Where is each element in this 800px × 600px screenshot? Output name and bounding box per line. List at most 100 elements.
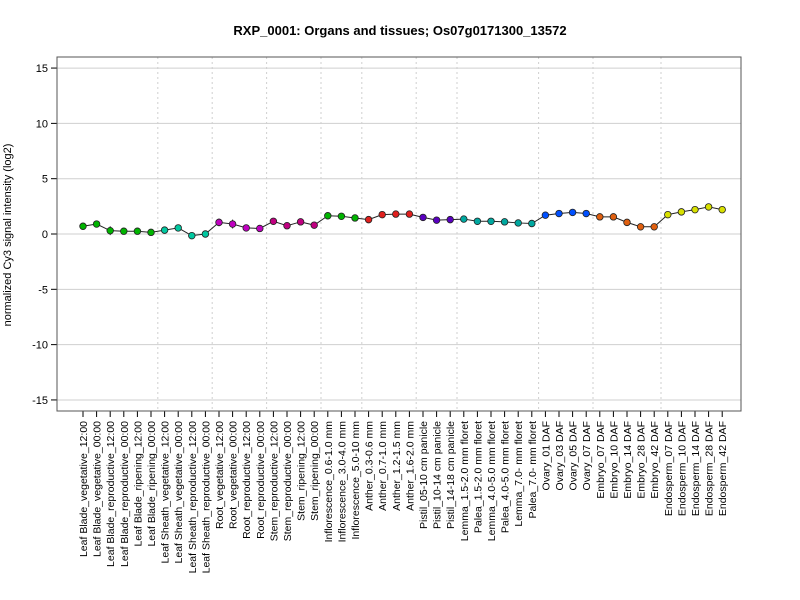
x-tick-label: Leaf Blade_ripening_12:00: [132, 421, 144, 547]
data-point: [541, 211, 550, 219]
data-point: [487, 217, 495, 225]
x-tick-label: Leaf Sheath_reproductive_12:00: [187, 421, 199, 574]
x-tick-label: Root_vegetative_12:00: [214, 421, 226, 529]
data-point: [201, 230, 210, 238]
x-tick-label: Palea_4.0-5.0 mm floret: [500, 421, 512, 533]
x-tick-label: Root_vegetative_00:00: [228, 421, 240, 529]
x-tick-label: Embryo_14 DAF: [622, 421, 634, 499]
y-tick-label: 0: [42, 229, 48, 241]
x-tick-label: Root_reproductive_12:00: [241, 421, 253, 539]
x-tick-label: Ovary_07 DAF: [581, 421, 593, 490]
x-tick-label: Stem_reproductive_00:00: [282, 421, 294, 541]
data-point: [160, 226, 169, 234]
x-tick-label: Pistil_05-10 cm panicle: [418, 421, 430, 529]
x-tick-label: Inflorescence_0.6-1.0 mm: [323, 421, 335, 543]
x-tick-label: Endosperm_07 DAF: [663, 421, 675, 516]
data-point: [568, 208, 577, 217]
data-point: [378, 210, 386, 219]
data-point: [650, 223, 658, 231]
x-tick-label: Embryo_28 DAF: [636, 421, 648, 499]
data-point: [623, 218, 631, 227]
data-point: [405, 210, 414, 218]
data-point: [392, 210, 400, 218]
x-tick-label: Leaf Blade_reproductive_12:00: [105, 421, 117, 567]
data-point: [609, 213, 618, 221]
x-tick-label: Ovary_01 DAF: [540, 421, 552, 490]
data-point: [310, 221, 318, 229]
y-tick-label: -15: [32, 395, 48, 407]
data-point: [419, 213, 427, 222]
x-tick-label: Endosperm_28 DAF: [704, 421, 716, 516]
data-point: [174, 224, 182, 232]
x-tick-label: Stem_ripening_00:00: [309, 421, 321, 521]
x-tick-label: Palea_1.5-2.0 mm floret: [472, 421, 484, 533]
data-point: [147, 228, 155, 237]
data-point: [351, 214, 359, 222]
y-tick-label: 10: [36, 118, 48, 130]
data-point: [473, 217, 482, 225]
x-tick-label: Leaf Blade_ripening_00:00: [146, 421, 158, 547]
data-point: [133, 227, 142, 235]
data-point: [215, 218, 223, 227]
data-point: [92, 220, 101, 228]
x-tick-label: Embryo_42 DAF: [649, 421, 661, 499]
y-tick-label: 15: [36, 63, 48, 75]
x-tick-label: Inflorescence_5.0-10 mm: [350, 421, 362, 540]
data-point: [296, 218, 305, 226]
x-tick-label: Leaf Sheath_vegetative_12:00: [160, 421, 172, 564]
data-point: [528, 219, 536, 228]
x-tick-label: Leaf Blade_reproductive_00:00: [119, 421, 131, 567]
x-tick-label: Lemma_1.5-2.0 mm floret: [459, 421, 471, 541]
data-point: [718, 205, 726, 214]
grid-layer: [57, 57, 741, 411]
x-tick-label: Stem_reproductive_12:00: [268, 421, 280, 541]
y-axis-label: normalized Cy3 signal intensity (log2): [2, 144, 14, 327]
x-tick-label: Lemma_4.0-5.0 mm floret: [486, 421, 498, 541]
chart-title: RXP_0001: Organs and tissues; Os07g01713…: [233, 23, 566, 38]
x-tick-label: Anther_0.7-1.0 mm: [377, 421, 389, 511]
x-tick-label: Ovary_03 DAF: [554, 421, 566, 490]
data-point: [460, 215, 468, 223]
data-point: [636, 223, 645, 231]
data-point: [228, 220, 237, 228]
x-tick-label: Leaf Sheath_vegetative_00:00: [173, 421, 185, 564]
data-point: [256, 224, 264, 233]
x-tick-label: Leaf Sheath_reproductive_00:00: [200, 421, 212, 574]
plot-frame: [56, 56, 742, 412]
x-tick-label: Endosperm_10 DAF: [676, 421, 688, 516]
data-point: [677, 208, 686, 216]
x-tick-label: Ovary_05 DAF: [568, 421, 580, 490]
data-point: [582, 209, 590, 218]
series-layer: [79, 203, 726, 240]
data-point: [500, 218, 509, 226]
data-point: [432, 216, 441, 224]
data-point: [337, 212, 346, 220]
data-point: [269, 217, 278, 225]
x-tick-label: Embryo_10 DAF: [608, 421, 620, 499]
data-point: [283, 222, 291, 230]
data-point: [242, 224, 250, 232]
data-point: [364, 215, 373, 224]
data-point: [188, 231, 196, 240]
x-tick-label: Pistil_14-18 cm panicle: [445, 421, 457, 529]
x-tick-label: Anther_0.3-0.6 mm: [364, 421, 376, 511]
data-point: [106, 226, 114, 235]
data-point: [120, 227, 128, 235]
x-tick-label: Inflorescence_3.0-4.0 mm: [336, 421, 348, 543]
x-tick-label: Stem_ripening_12:00: [296, 421, 308, 521]
x-tick-label: Embryo_07 DAF: [595, 421, 607, 499]
x-tick-label: Leaf Blade_vegetative_12:00: [78, 421, 90, 557]
data-point: [79, 222, 87, 230]
x-tick-label: Endosperm_42 DAF: [717, 421, 729, 516]
x-tick-label: Endosperm_14 DAF: [690, 421, 702, 516]
x-tick-label: Root_reproductive_00:00: [255, 421, 267, 539]
x-tick-label: Palea_7.0- mm floret: [527, 421, 539, 519]
data-point: [555, 209, 563, 218]
data-point: [704, 203, 713, 211]
x-tick-label: Lemma_7.0- mm floret: [513, 421, 525, 527]
data-point: [596, 213, 604, 221]
x-tick-label: Anther_1.6-2.0 mm: [404, 421, 416, 511]
axis-layer: -15 -10 -5 0 5 10 15 Leaf Blade_vegetative_12:0…: [32, 63, 729, 573]
data-point: [514, 219, 522, 227]
